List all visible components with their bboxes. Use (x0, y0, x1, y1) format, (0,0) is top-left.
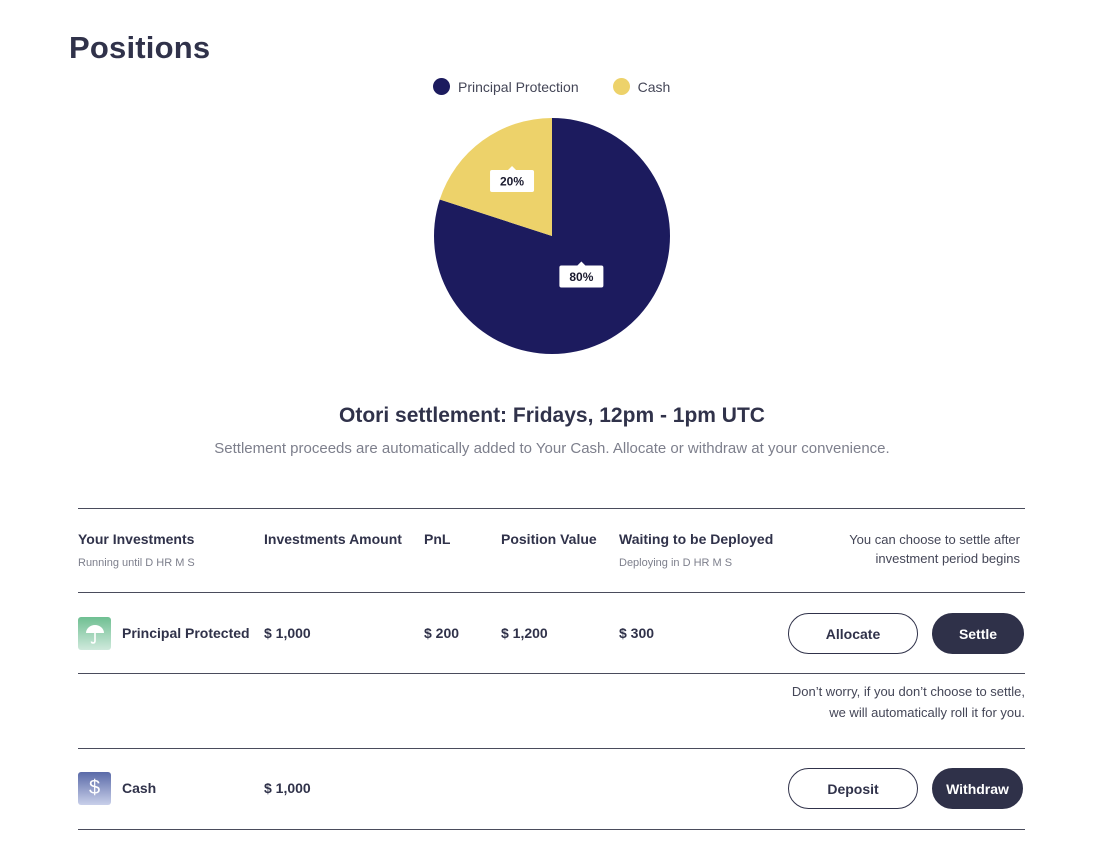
row-waiting: $ 300 (619, 625, 655, 641)
auto-roll-note: Don’t worry, if you don’t choose to sett… (791, 684, 1025, 720)
row-amount: $ 1,000 (264, 625, 311, 641)
allocate-button[interactable]: Allocate (788, 613, 918, 654)
header-your-investments: Your Investments (78, 531, 195, 547)
table-bottom-divider (78, 829, 1025, 830)
settle-button[interactable]: Settle (932, 613, 1024, 654)
row-position-value: $ 1,200 (501, 625, 548, 641)
withdraw-button[interactable]: Withdraw (932, 768, 1023, 809)
row-amount: $ 1,000 (264, 780, 311, 796)
legend-item-principal-protection: Principal Protection (433, 78, 579, 95)
header-investments-amount: Investments Amount (264, 531, 402, 547)
row-divider-1 (78, 673, 1025, 674)
deposit-button[interactable]: Deposit (788, 768, 918, 809)
row-divider-2 (78, 748, 1025, 749)
header-waiting-to-be-deployed: Waiting to be Deployed (619, 531, 774, 547)
settlement-title: Otori settlement: Fridays, 12pm - 1pm UT… (339, 404, 765, 427)
settlement-subtitle: Settlement proceeds are automatically ad… (214, 440, 890, 457)
row-name-principal-protected: Principal Protected (122, 625, 250, 641)
pie-data-label-text-0: 80% (569, 270, 593, 284)
row-pnl: $ 200 (424, 625, 460, 641)
pie-chart: 80% 20% (428, 112, 676, 360)
page-title: Positions (69, 30, 211, 65)
header-running-until: Running until D HR M S (78, 557, 195, 569)
header-deploying-in: Deploying in D HR M S (619, 557, 733, 569)
table-header-divider (78, 592, 1025, 593)
dollar-icon: $ (78, 772, 111, 805)
pie-data-label-1: 20% (490, 165, 535, 192)
chart-legend: Principal Protection Cash (433, 78, 670, 95)
header-position-value: Position Value (501, 531, 597, 547)
legend-swatch-cash (612, 78, 630, 95)
pie-data-label-text-1: 20% (500, 174, 524, 188)
legend-label-principal-protection: Principal Protection (458, 78, 579, 95)
umbrella-icon-glyph (85, 624, 104, 644)
pie-chart-svg: 80% 20% (434, 118, 670, 354)
legend-swatch-principal-protection (433, 78, 450, 95)
umbrella-icon (78, 617, 111, 650)
legend-item-cash: Cash (612, 78, 671, 95)
legend-label-cash: Cash (637, 78, 671, 95)
table-top-divider (78, 508, 1025, 509)
pie-data-label-0: 80% (559, 261, 604, 288)
row-name-cash: Cash (122, 780, 157, 796)
header-pnl: PnL (424, 531, 451, 547)
header-settle-note: You can choose to settle after investmen… (849, 532, 1020, 566)
